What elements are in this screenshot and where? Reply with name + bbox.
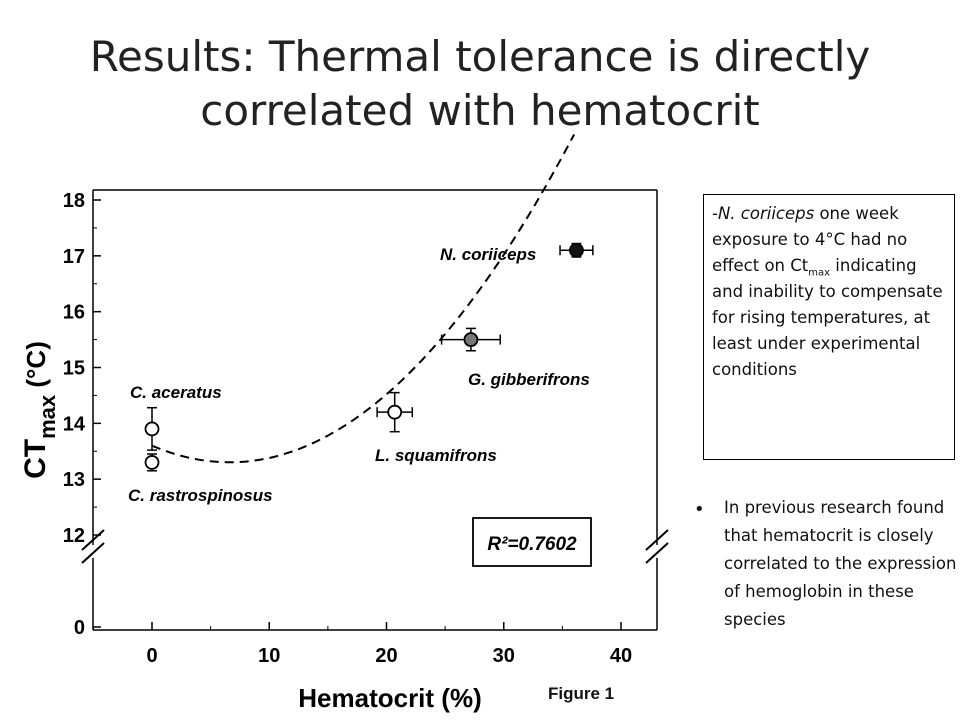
y-tick-label: 15 [63, 358, 85, 380]
callout-species: N. coriiceps [717, 204, 815, 223]
axis-break-right-a [645, 529, 669, 551]
bullet-list: • In previous research found that hemato… [692, 494, 957, 634]
y-tick-label: 13 [63, 469, 85, 491]
bullet-text: In previous research found that hematocr… [724, 498, 957, 629]
x-tick-label: 40 [610, 645, 632, 667]
callout-text-2: indicating and inability to compensate f… [712, 256, 943, 379]
x-tick-label: 20 [375, 645, 397, 667]
x-tick-label: 10 [258, 645, 280, 667]
x-axis-label: Hematocrit (%) [298, 683, 481, 713]
data-point [144, 455, 160, 470]
point-label: L. squamifrons [375, 446, 497, 465]
data-point [569, 242, 584, 258]
y-tick-label: 12 [63, 525, 85, 547]
y-tick-label: 17 [63, 246, 85, 268]
point-label: N. coriiceps [440, 245, 536, 264]
title-line-2: correlated with hematocrit [200, 86, 760, 135]
bullet-icon: • [694, 499, 705, 520]
r-squared-label: R²=0.7602 [487, 534, 577, 555]
point-label: G. gibberifrons [468, 370, 590, 389]
title-line-1: Results: Thermal tolerance is directly [89, 32, 871, 81]
data-point [387, 404, 403, 420]
point-label: C. rastrospinosus [128, 486, 273, 505]
y-tick-label: 14 [63, 413, 86, 435]
slide-title: Results: Thermal tolerance is directly c… [0, 30, 960, 138]
y-tick-label: 0 [74, 617, 85, 639]
callout-box: -N. coriiceps one week exposure to 4°C h… [703, 194, 955, 460]
data-point [463, 332, 479, 347]
bullet-item: • In previous research found that hemato… [692, 494, 957, 634]
point-label: C. aceratus [130, 383, 222, 402]
callout-prefix: - [712, 204, 718, 223]
x-tick-label: 30 [493, 645, 515, 667]
callout-text-1: one week exposure to 4°C had no effect o… [712, 204, 908, 275]
y-tick-label: 16 [63, 302, 85, 324]
axis-break-right-b [645, 542, 669, 564]
data-point [144, 421, 160, 437]
figure-label: Figure 1 [548, 684, 615, 703]
callout-subscript: max [808, 267, 831, 279]
fit-curve [151, 134, 575, 464]
y-tick-label: 18 [63, 190, 85, 212]
r-squared-box [472, 517, 592, 567]
y-axis-label: CTmax (°C) [19, 341, 60, 479]
ctmax-hematocrit-chart: 0 10 20 30 40 12 13 14 15 16 17 18 0 Hematocrit (%) CT… [19, 134, 669, 713]
axis-break-left-a [81, 529, 105, 551]
x-tick-label: 0 [146, 645, 157, 667]
axis-break-left-b [81, 542, 105, 564]
